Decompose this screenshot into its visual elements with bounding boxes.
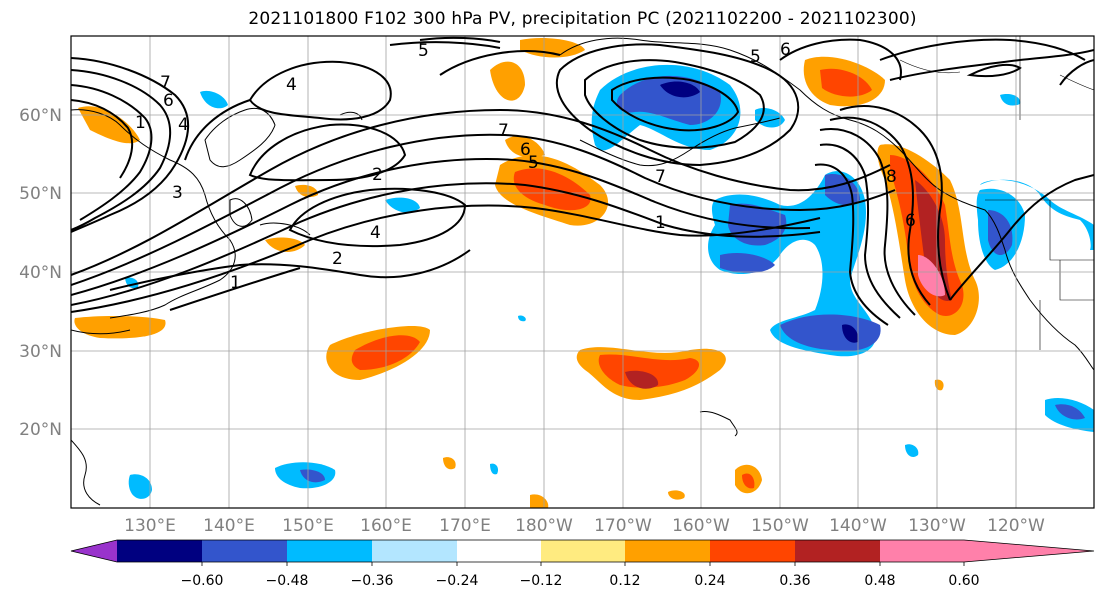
contour-labels: 5 6 5 7 6 1 4 7 6 5 7 1 2 4 2 3 1 8 6 4 <box>135 40 916 293</box>
map-grid <box>71 36 1094 508</box>
colorbar-segment <box>880 540 964 562</box>
contour-label: 2 <box>332 249 343 269</box>
colorbar-tick-label: 0.36 <box>779 573 810 589</box>
map-frame <box>70 35 1095 509</box>
contour-label: 2 <box>372 165 383 185</box>
lon-label: 160°E <box>360 516 412 536</box>
colorbar: −0.60 −0.48 −0.36 −0.24 −0.12 0.12 0.24 … <box>70 539 1095 589</box>
colorbar-segment <box>625 540 710 562</box>
colorbar-segment <box>372 540 457 562</box>
contour-label: 1 <box>655 213 666 233</box>
contour-label: 4 <box>370 223 381 243</box>
lon-label: 120°W <box>987 516 1045 536</box>
colorbar-tick-label: 0.24 <box>694 573 725 589</box>
pv-contours <box>71 36 1094 326</box>
colorbar-tick-label: 0.12 <box>609 573 640 589</box>
lat-label: 30°N <box>19 342 62 362</box>
contour-label: 6 <box>905 211 916 231</box>
colorbar-segment <box>795 540 880 562</box>
colorbar-tick-label: −0.48 <box>266 573 309 589</box>
political-borders <box>899 36 1094 350</box>
colorbar-segment <box>287 540 372 562</box>
lon-label: 170°W <box>594 516 652 536</box>
contour-label: 4 <box>178 115 189 135</box>
lon-label: 160°W <box>672 516 730 536</box>
contour-label: 5 <box>750 47 761 67</box>
contour-label: 6 <box>163 91 174 111</box>
contour-label: 1 <box>230 273 241 293</box>
lon-label: 150°W <box>751 516 809 536</box>
colorbar-segment <box>117 540 202 562</box>
contour-label: 1 <box>135 113 146 133</box>
colorbar-tick-label: −0.36 <box>351 573 394 589</box>
contour-label: 5 <box>418 41 429 61</box>
contour-label: 7 <box>655 167 666 187</box>
lat-label: 50°N <box>19 184 62 204</box>
lon-label: 170°E <box>439 516 491 536</box>
longitude-labels: 130°E 140°E 150°E 160°E 170°E 180°W 170°… <box>124 516 1045 536</box>
colorbar-extend-left <box>71 540 117 562</box>
contour-label: 8 <box>886 167 897 187</box>
colorbar-segment <box>457 540 541 562</box>
lat-label: 40°N <box>19 263 62 283</box>
colorbar-outline <box>70 539 1095 563</box>
colorbar-segment <box>202 540 287 562</box>
contour-label: 3 <box>172 183 183 203</box>
map-title: 2021101800 F102 300 hPa PV, precipitatio… <box>248 9 917 29</box>
contour-label: 5 <box>528 153 539 173</box>
contour-label: 6 <box>780 40 791 60</box>
contour-label: 7 <box>160 73 171 93</box>
colorbar-tick-label: −0.12 <box>520 573 563 589</box>
lat-label: 60°N <box>19 106 62 126</box>
coastlines <box>71 37 1094 506</box>
colorbar-segment <box>710 540 795 562</box>
colorbar-tick-label: −0.24 <box>436 573 479 589</box>
colorbar-tick-label: 0.60 <box>948 573 979 589</box>
lon-label: 140°E <box>203 516 255 536</box>
latitude-labels: 60°N 50°N 40°N 30°N 20°N <box>19 106 62 440</box>
contour-label: 6 <box>520 140 531 160</box>
contour-label: 4 <box>286 75 297 95</box>
lat-label: 20°N <box>19 420 62 440</box>
lon-label: 180°W <box>515 516 573 536</box>
colorbar-tick-label: 0.48 <box>864 573 895 589</box>
contour-label: 7 <box>498 121 509 141</box>
colorbar-segment <box>541 540 625 562</box>
colorbar-tick-label: −0.60 <box>181 573 224 589</box>
lon-label: 130°E <box>124 516 176 536</box>
colorbar-extend-right <box>964 540 1094 562</box>
lon-label: 130°W <box>908 516 966 536</box>
lon-label: 140°W <box>829 516 887 536</box>
lon-label: 150°E <box>282 516 334 536</box>
